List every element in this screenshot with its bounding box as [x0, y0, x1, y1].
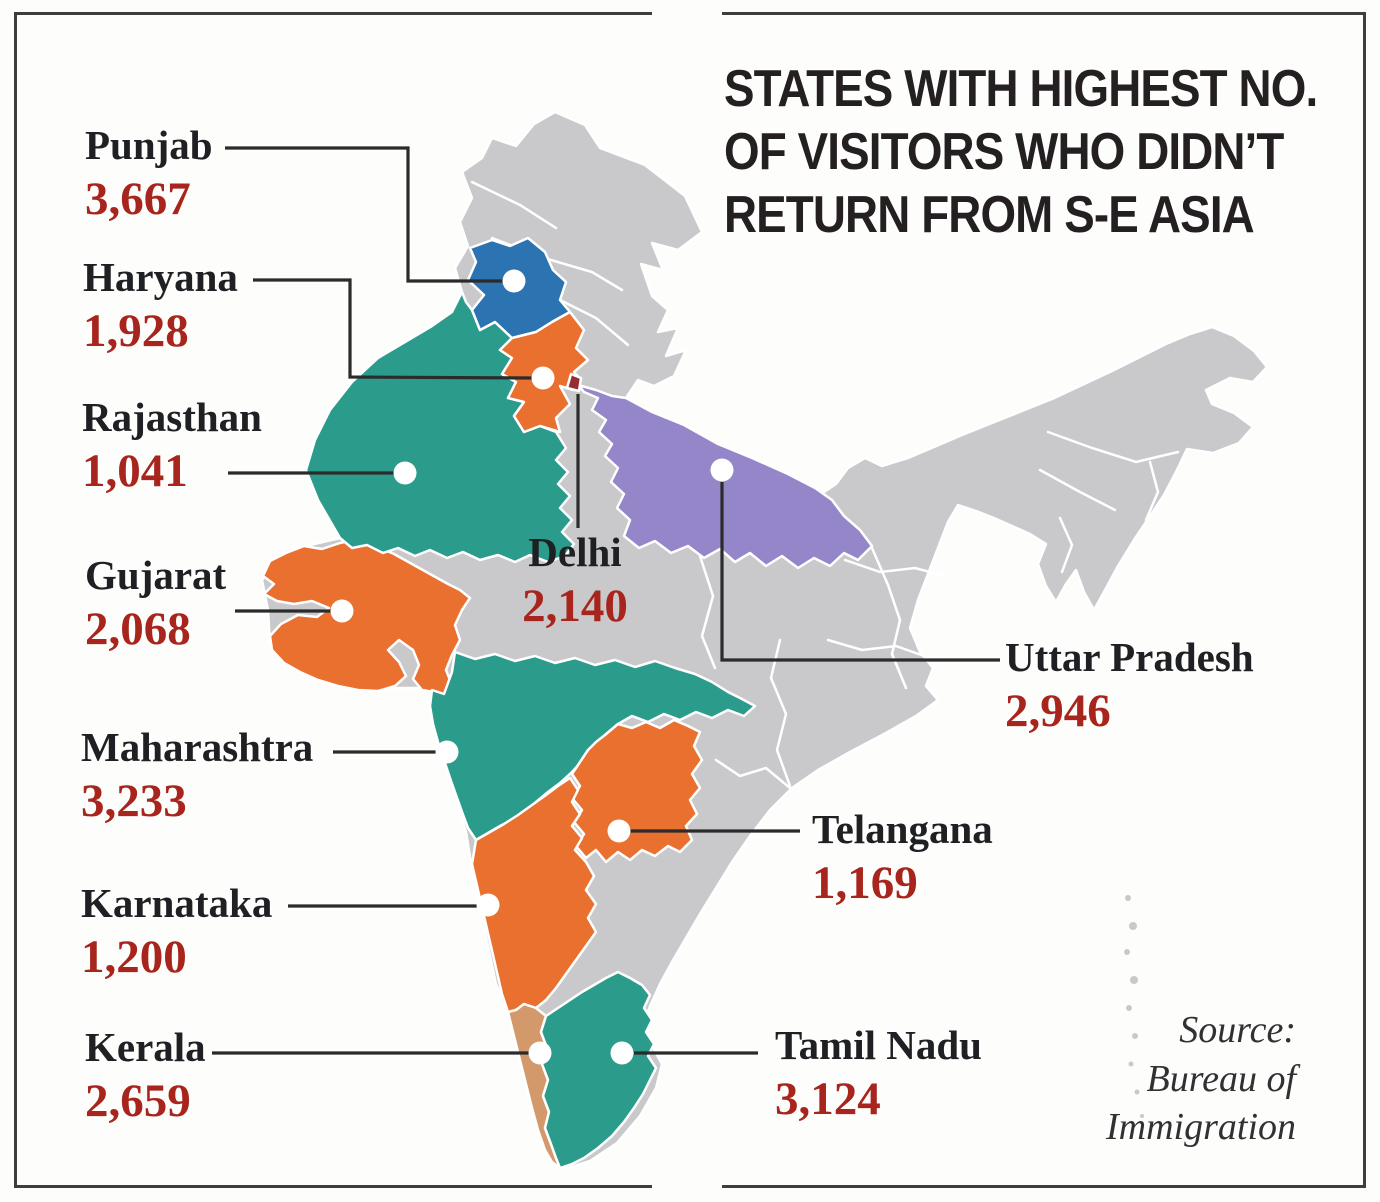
marker-uttar-pradesh: [710, 458, 734, 482]
state-name: Tamil Nadu: [775, 1022, 982, 1068]
state-karnataka: [470, 776, 598, 1014]
islands: [1124, 895, 1144, 1118]
state-value: 1,041: [82, 445, 188, 498]
state-value: 2,659: [85, 1075, 191, 1128]
state-tamil-nadu: [539, 970, 658, 1170]
state-name: Haryana: [83, 254, 238, 300]
frame-bottom-right: [722, 1185, 1366, 1188]
state-name: Rajasthan: [82, 394, 262, 440]
marker-gujarat: [330, 599, 354, 623]
label-uttar-pradesh: Uttar Pradesh 2,946: [1005, 634, 1254, 738]
frame-top-left: [14, 12, 652, 15]
leader-haryana: [253, 278, 533, 380]
marker-tamil-nadu: [610, 1041, 634, 1065]
source-line: Immigration: [1106, 1106, 1296, 1149]
state-name: Punjab: [85, 122, 213, 168]
state-name: Kerala: [85, 1024, 206, 1070]
frame-top-right: [722, 12, 1366, 15]
state-value: 3,667: [85, 173, 191, 226]
label-karnataka: Karnataka 1,200: [81, 880, 273, 984]
state-name: Karnataka: [81, 880, 273, 926]
state-delhi: [565, 372, 583, 393]
marker-kerala: [528, 1041, 552, 1065]
state-value: 1,169: [812, 857, 918, 910]
label-kerala: Kerala 2,659: [85, 1024, 206, 1128]
leader-punjab: [225, 146, 503, 283]
marker-punjab: [502, 269, 526, 293]
label-gujarat: Gujarat 2,068: [85, 552, 227, 656]
state-markers: [330, 269, 734, 1065]
state-name: Gujarat: [85, 552, 227, 598]
state-value: 3,124: [775, 1073, 881, 1126]
title-line: RETURN FROM S-E ASIA: [724, 186, 1255, 244]
state-name: Delhi: [528, 529, 622, 575]
frame-left: [14, 12, 17, 1188]
frame-bottom-left: [14, 1185, 652, 1188]
chart-title: STATES WITH HIGHEST NO. OF VISITORS WHO …: [724, 58, 1340, 247]
marker-karnataka: [476, 893, 500, 917]
label-delhi: Delhi 2,140: [495, 529, 655, 633]
state-name: Telangana: [812, 806, 993, 852]
title-line: STATES WITH HIGHEST NO.: [724, 60, 1318, 118]
marker-maharashtra: [435, 740, 459, 764]
label-punjab: Punjab 3,667: [85, 122, 213, 226]
label-telangana: Telangana 1,169: [812, 806, 993, 910]
marker-telangana: [607, 819, 631, 843]
frame-right: [1363, 12, 1366, 1188]
leader-uttar-pradesh: [720, 482, 1000, 662]
label-tamil-nadu: Tamil Nadu 3,124: [775, 1022, 982, 1126]
leader-lines: [212, 146, 1000, 1055]
marker-haryana: [531, 366, 555, 390]
label-haryana: Haryana 1,928: [83, 254, 238, 358]
state-name: Maharashtra: [81, 724, 314, 770]
state-value: 3,233: [81, 775, 187, 828]
label-rajasthan: Rajasthan 1,041: [82, 394, 262, 498]
state-value: 2,946: [1005, 685, 1111, 738]
title-line: OF VISITORS WHO DIDN’T: [724, 123, 1284, 181]
label-maharashtra: Maharashtra 3,233: [81, 724, 314, 828]
source-note: Source: Bureau of Immigration: [976, 1006, 1296, 1152]
state-value: 2,068: [85, 603, 191, 656]
marker-rajasthan: [393, 461, 417, 485]
state-name: Uttar Pradesh: [1005, 634, 1254, 680]
source-line: Source:: [1179, 1009, 1296, 1051]
state-value: 1,200: [81, 931, 187, 984]
source-line: Bureau of: [1146, 1057, 1296, 1100]
state-value: 1,928: [83, 305, 189, 358]
state-value: 2,140: [522, 580, 628, 633]
